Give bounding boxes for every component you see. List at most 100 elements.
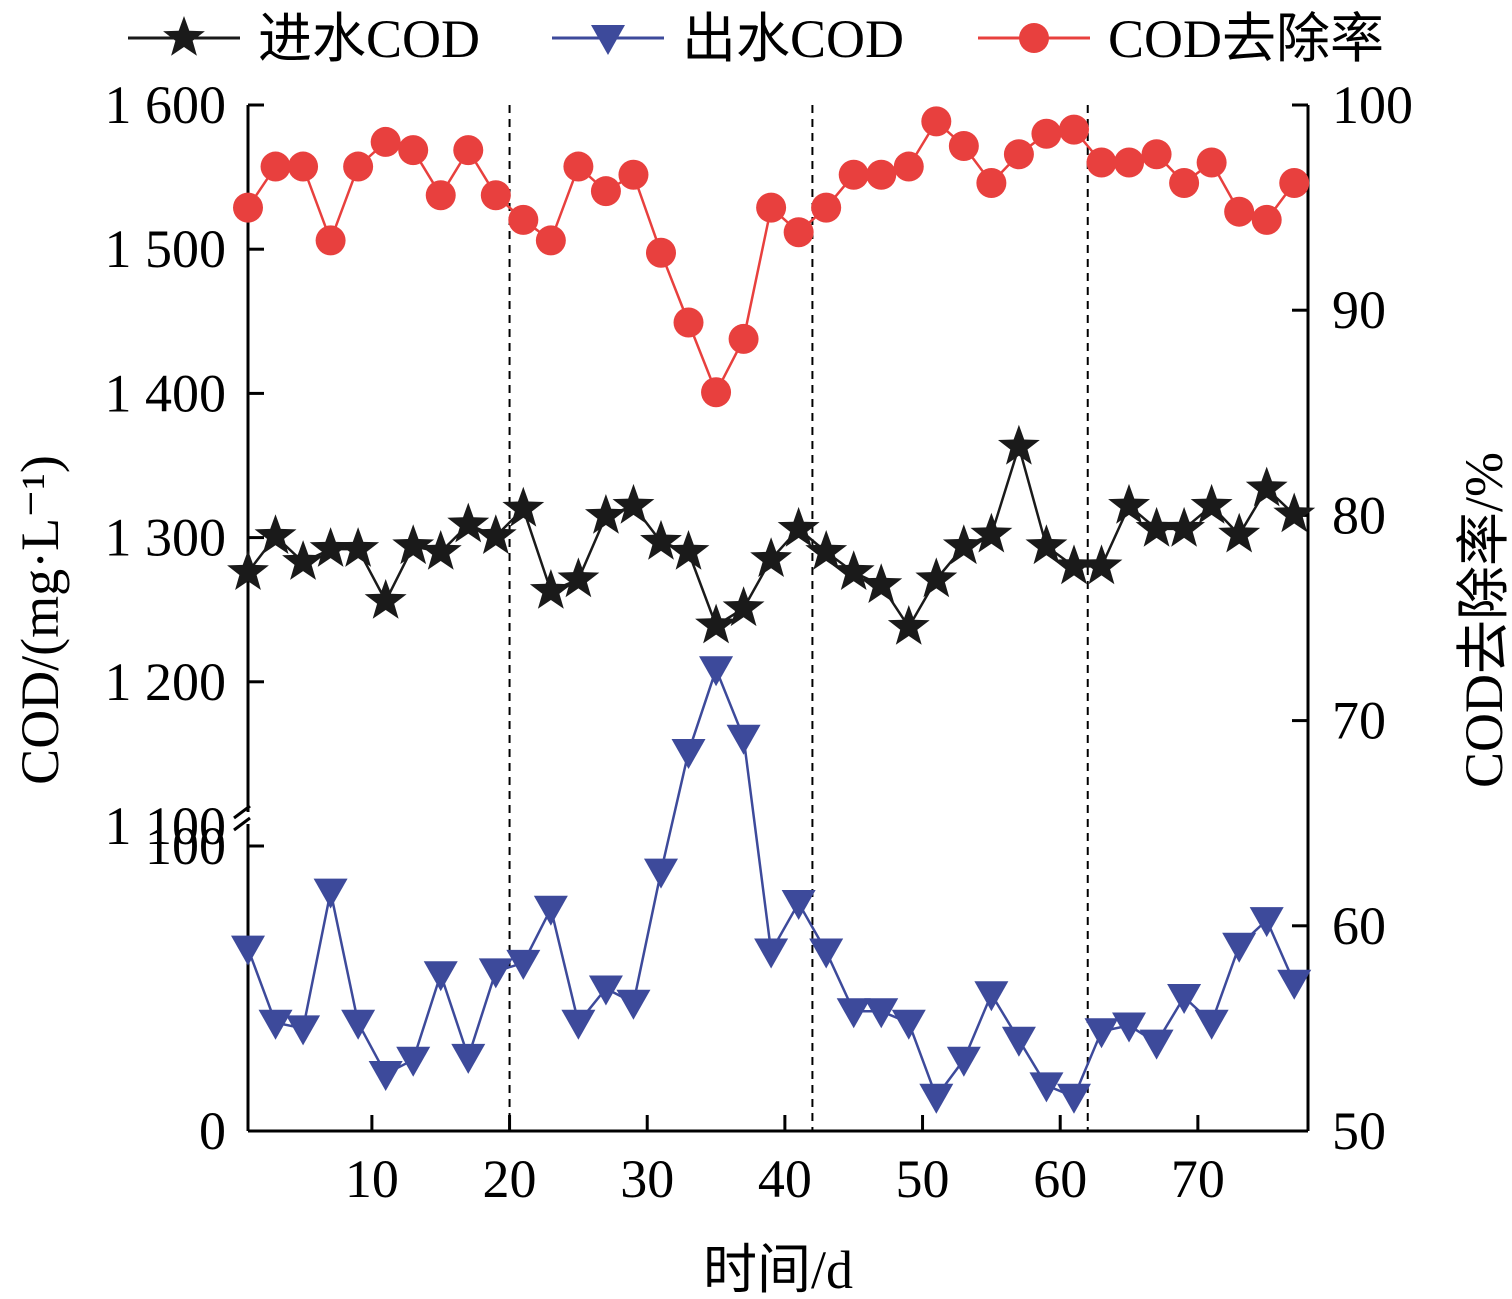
data-point (728, 323, 759, 354)
data-point (616, 989, 651, 1020)
data-point (502, 486, 545, 527)
data-point (612, 483, 655, 524)
data-point (370, 126, 401, 157)
chart-axes: 1 100 1 200 1 300 1 400 1 500 1 600 0 100 50 60 70… (105, 75, 1414, 1209)
series-line (247, 442, 1296, 630)
data-point (315, 225, 346, 256)
chart-series (227, 106, 1316, 1114)
data-point (726, 724, 761, 755)
legend-marker (1019, 23, 1049, 53)
data-point (783, 217, 814, 248)
x-tick-label: 10 (345, 1149, 399, 1209)
data-point (453, 135, 484, 166)
data-point (478, 958, 513, 989)
series-line (246, 665, 1296, 1100)
legend-label: 进水COD (258, 9, 480, 69)
data-point (836, 998, 871, 1029)
data-point (1108, 483, 1150, 524)
data-point (1194, 1009, 1229, 1040)
data-point (1080, 544, 1123, 585)
data-point (1029, 1072, 1064, 1103)
legend-label: COD去除率 (1108, 9, 1384, 69)
data-point (260, 151, 291, 182)
data-point (1003, 139, 1034, 170)
data-point (364, 579, 407, 619)
data-point (1167, 984, 1202, 1015)
data-point (1112, 1012, 1147, 1043)
data-point (1001, 1026, 1036, 1057)
data-point (425, 180, 456, 211)
data-point (313, 878, 348, 909)
data-point (948, 131, 979, 162)
data-point (1190, 483, 1233, 524)
data-point (838, 159, 869, 190)
data-point (864, 998, 899, 1029)
data-point (781, 890, 816, 920)
y-left-tick-label: 1 500 (105, 219, 227, 279)
data-point (1196, 147, 1227, 178)
data-point (258, 1009, 293, 1040)
y-right-tick-label: 90 (1332, 280, 1386, 340)
data-point (1058, 114, 1089, 145)
data-point (282, 540, 324, 580)
data-point (1218, 512, 1261, 553)
data-point (343, 151, 374, 182)
data-point (777, 506, 820, 547)
data-point (1251, 204, 1282, 235)
data-point (915, 557, 958, 598)
data-point (341, 1009, 376, 1040)
data-point (1273, 492, 1316, 533)
data-point (811, 192, 842, 223)
data-point (233, 192, 263, 223)
data-point (860, 563, 903, 603)
x-axis-title: 时间/d (703, 1240, 853, 1299)
data-point (618, 159, 649, 190)
data-point (1222, 932, 1257, 963)
data-point (286, 1015, 321, 1046)
data-point (423, 961, 458, 992)
y-left-tick-label: 1 600 (105, 75, 227, 135)
data-point (585, 494, 627, 534)
data-point (754, 938, 789, 969)
data-point (1245, 466, 1288, 507)
y-right-tick-label: 100 (1332, 75, 1413, 135)
data-point (1135, 506, 1178, 547)
data-point (667, 530, 710, 570)
data-point (970, 512, 1013, 553)
data-point (254, 514, 297, 554)
data-point (832, 550, 875, 590)
y-right-tick-label: 50 (1332, 1101, 1386, 1161)
data-point (533, 895, 568, 926)
data-point (1031, 118, 1062, 149)
y-left-tick-label: 1 300 (105, 508, 227, 568)
data-point (1086, 147, 1117, 178)
data-point (1249, 907, 1284, 938)
x-tick-label: 30 (620, 1149, 674, 1209)
y-left-tick-label: 1 400 (105, 363, 227, 423)
data-point (474, 514, 517, 554)
data-point (701, 377, 732, 408)
data-point (756, 192, 787, 223)
data-point (699, 656, 734, 687)
data-point (1084, 1018, 1119, 1049)
x-tick-label: 40 (758, 1149, 812, 1209)
data-point (227, 550, 269, 590)
data-point (506, 949, 541, 980)
data-point (998, 424, 1040, 465)
data-point (976, 167, 1007, 198)
data-point (231, 935, 265, 966)
data-point (866, 159, 897, 190)
data-point (396, 1046, 431, 1077)
y-left-tick-label: 1 100 (105, 796, 227, 856)
data-point (561, 1009, 596, 1040)
axis-break-mark (233, 804, 251, 832)
x-tick-label: 20 (483, 1149, 537, 1209)
data-point (419, 530, 462, 570)
data-point (1056, 1083, 1091, 1114)
data-point (942, 524, 985, 565)
data-point (508, 204, 539, 235)
data-point (588, 975, 623, 1006)
data-point (1139, 1029, 1174, 1060)
y-left-tick-label: 1 200 (105, 652, 227, 712)
data-point (1025, 524, 1068, 565)
